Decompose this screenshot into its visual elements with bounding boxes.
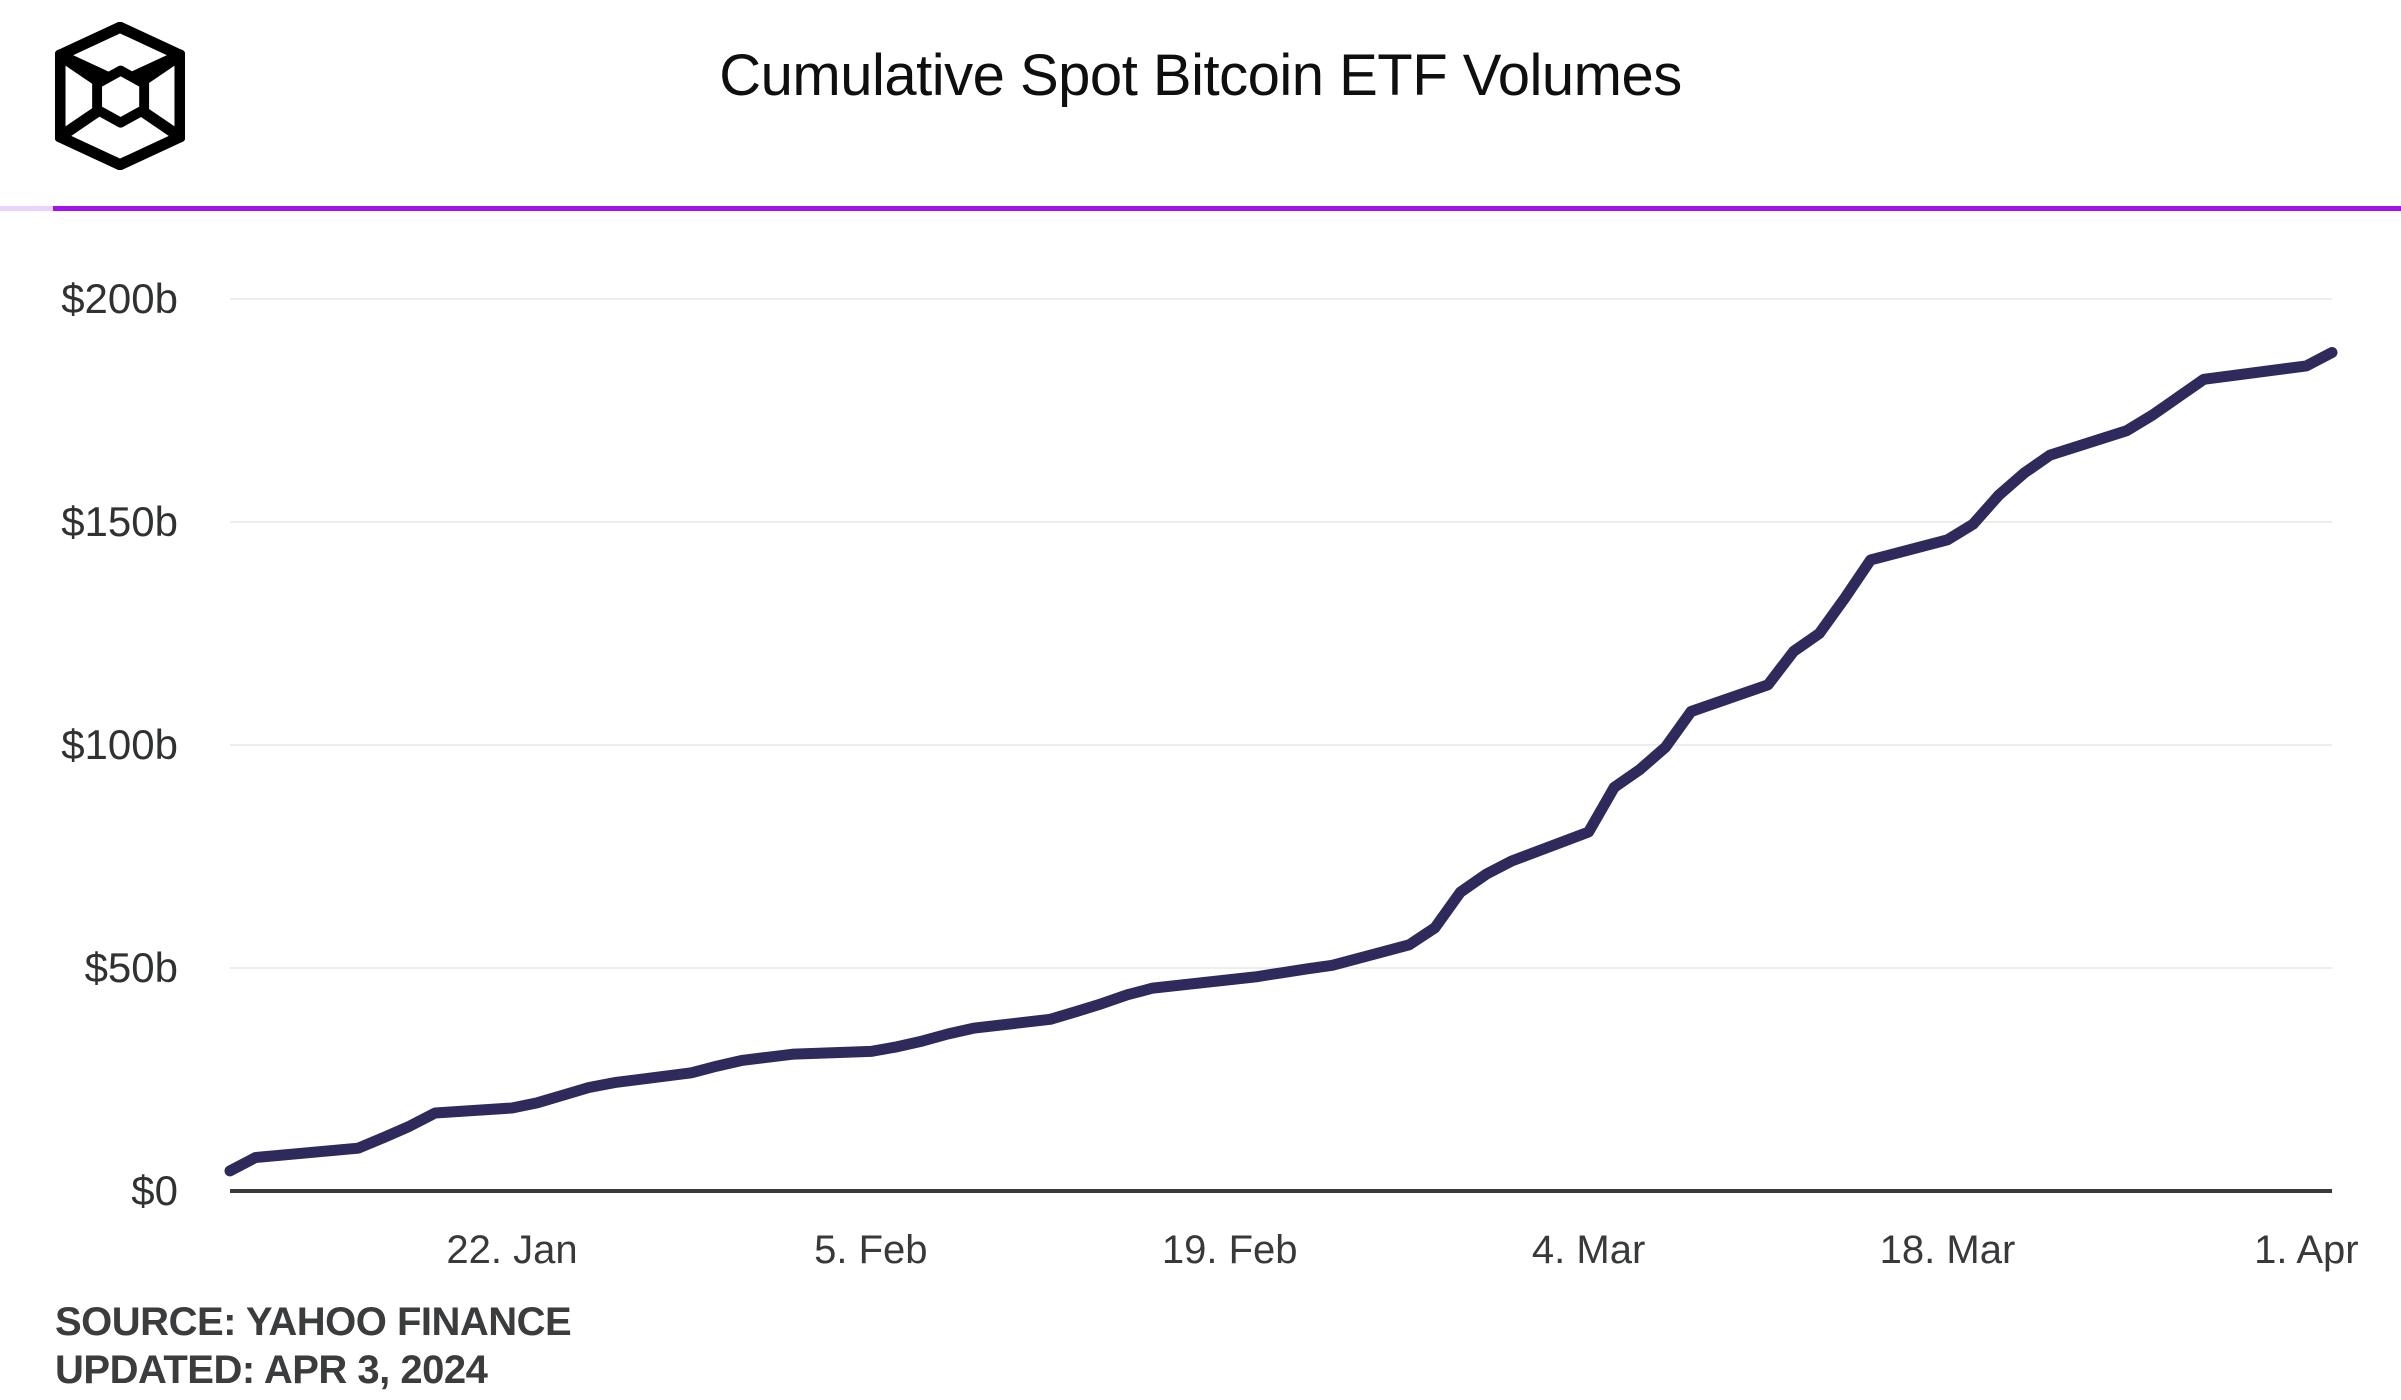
x-axis-label-2024-02-19: 19. Feb — [1161, 1228, 1298, 1272]
source-line: SOURCE: YAHOO FINANCE — [55, 1300, 572, 1344]
x-axis-label-2024-03-04: 4. Mar — [1531, 1228, 1646, 1272]
x-axis-label-2024-04-01: 1. Apr — [2254, 1228, 2359, 1272]
x-axis-label-2024-02-05: 5. Feb — [814, 1228, 928, 1272]
header-divider-light-segment — [0, 206, 53, 211]
source-note: SOURCE: YAHOO FINANCE UPDATED: APR 3, 20… — [55, 1298, 572, 1394]
header-divider — [53, 206, 2401, 211]
series-line — [224, 347, 2338, 1177]
x-axis-label-2024-03-18: 18. Mar — [1879, 1228, 2016, 1272]
y-axis-label-0: $0 — [131, 1167, 178, 1214]
y-axis-label-200: $200b — [61, 275, 178, 322]
y-axis-label-150: $150b — [61, 498, 178, 545]
y-axis-label-100: $100b — [61, 721, 178, 768]
block-cube-logo-icon — [55, 22, 185, 170]
x-axis-label-2024-01-22: 22. Jan — [446, 1228, 578, 1272]
y-axis-label-50: $50b — [84, 944, 178, 991]
page-title: Cumulative Spot Bitcoin ETF Volumes — [719, 43, 1682, 108]
updated-line: UPDATED: APR 3, 2024 — [55, 1348, 488, 1392]
